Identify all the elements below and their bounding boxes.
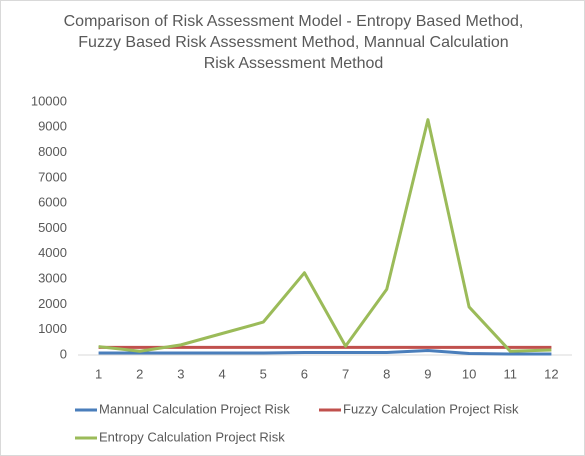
x-tick-label: 4 — [218, 366, 225, 381]
y-tick-label: 8000 — [38, 144, 67, 159]
legend-label: Mannual Calculation Project Risk — [99, 401, 290, 416]
y-tick-label: 10000 — [31, 93, 67, 108]
y-tick-label: 1000 — [38, 321, 67, 336]
x-tick-label: 2 — [136, 366, 143, 381]
y-tick-label: 6000 — [38, 195, 67, 210]
legend-label: Entropy Calculation Project Risk — [99, 429, 285, 444]
y-tick-label: 7000 — [38, 169, 67, 184]
legend-label: Fuzzy Calculation Project Risk — [343, 401, 519, 416]
series-line — [98, 118, 552, 353]
x-tick-label: 7 — [342, 366, 349, 381]
y-tick-label: 5000 — [38, 220, 67, 235]
y-tick-label: 3000 — [38, 271, 67, 286]
series-line — [98, 348, 552, 356]
x-tick-label: 9 — [424, 366, 431, 381]
y-tick-label: 0 — [60, 346, 67, 361]
x-tick-label: 11 — [504, 366, 518, 381]
x-tick-label: 3 — [177, 366, 184, 381]
y-tick-label: 2000 — [38, 296, 67, 311]
x-tick-label: 10 — [462, 366, 476, 381]
x-tick-label: 5 — [260, 366, 267, 381]
x-tick-label: 12 — [544, 366, 558, 381]
y-tick-label: 4000 — [38, 245, 67, 260]
chart-title: Comparison of Risk Assessment Model - En… — [63, 13, 524, 72]
x-tick-label: 8 — [383, 366, 390, 381]
x-tick-label: 1 — [95, 366, 102, 381]
x-tick-label: 6 — [301, 366, 308, 381]
y-tick-label: 9000 — [38, 119, 67, 134]
